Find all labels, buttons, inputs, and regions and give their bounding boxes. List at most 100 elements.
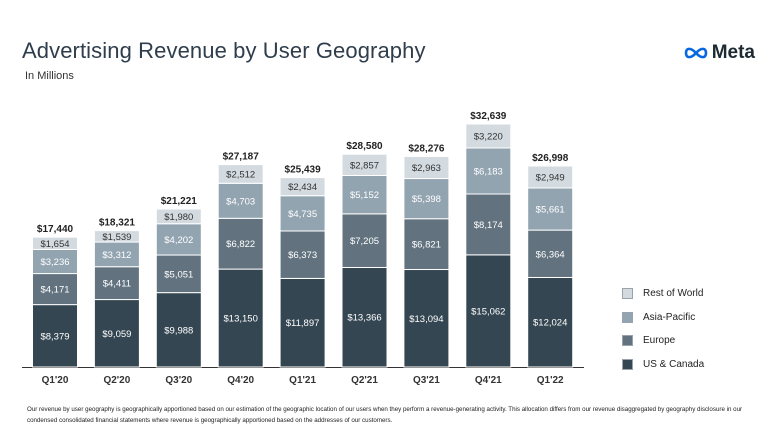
segment-label: $9,988 bbox=[164, 325, 193, 336]
segment-label: $4,171 bbox=[40, 285, 69, 296]
segment-label: $4,735 bbox=[288, 209, 317, 220]
total-label: $28,276 bbox=[408, 143, 445, 154]
segment-label: $2,857 bbox=[350, 160, 379, 171]
meta-logo: Meta bbox=[683, 42, 755, 64]
segment-label: $7,205 bbox=[350, 236, 379, 247]
legend-label-rest-of-world: Rest of World bbox=[643, 288, 704, 300]
bar-segment bbox=[527, 165, 574, 189]
segment-label: $3,236 bbox=[40, 257, 69, 268]
legend-item-asia-pacific: Asia-Pacific bbox=[622, 306, 704, 330]
meta-logo-text: Meta bbox=[711, 42, 755, 63]
bar-segment bbox=[155, 292, 202, 368]
segment-label: $6,364 bbox=[536, 249, 565, 260]
bar-segment bbox=[465, 193, 512, 256]
bar-segment bbox=[527, 187, 574, 231]
bar-segment bbox=[527, 276, 574, 368]
legend-swatch-us-canada bbox=[622, 358, 633, 370]
bar-segment bbox=[341, 213, 388, 268]
x-tick-label: Q2'21 bbox=[351, 375, 378, 386]
legend-swatch-europe bbox=[622, 335, 633, 347]
bar-segment bbox=[341, 266, 388, 368]
bar-segment bbox=[465, 123, 512, 149]
meta-infinity-icon bbox=[684, 47, 708, 59]
total-label: $17,440 bbox=[37, 224, 74, 235]
segment-label: $13,366 bbox=[347, 313, 381, 324]
bar-segment bbox=[465, 254, 512, 368]
segment-label: $5,152 bbox=[350, 190, 379, 201]
segment-label: $2,434 bbox=[288, 182, 317, 193]
x-tick-label: Q3'20 bbox=[165, 375, 192, 386]
x-tick-label: Q4'21 bbox=[475, 375, 502, 386]
total-label: $28,580 bbox=[346, 141, 383, 152]
bar-segment bbox=[279, 277, 326, 368]
segment-label: $8,174 bbox=[474, 220, 503, 231]
chart-title: Advertising Revenue by User Geography bbox=[22, 38, 426, 63]
x-tick-label: Q1'22 bbox=[537, 375, 564, 386]
bar-segment bbox=[217, 164, 264, 184]
segment-label: $3,220 bbox=[474, 131, 503, 142]
bar-segment bbox=[155, 208, 202, 225]
x-tick-label: Q4'20 bbox=[227, 375, 254, 386]
segment-label: $2,949 bbox=[536, 172, 565, 183]
total-label: $27,187 bbox=[223, 152, 260, 163]
bar-segment bbox=[93, 241, 140, 268]
x-tick-label: Q3'21 bbox=[413, 375, 440, 386]
bar-segment bbox=[93, 230, 140, 243]
segment-label: $6,373 bbox=[288, 250, 317, 261]
segment-label: $15,062 bbox=[471, 306, 505, 317]
legend-label-asia-pacific: Asia-Pacific bbox=[643, 311, 696, 323]
segment-label: $5,051 bbox=[164, 269, 193, 280]
segment-label: $8,379 bbox=[40, 331, 69, 342]
segment-label: $5,398 bbox=[412, 194, 441, 205]
bar-segment bbox=[93, 266, 140, 301]
bar-segment bbox=[155, 254, 202, 294]
bar-segment bbox=[403, 269, 450, 368]
bar-segment bbox=[341, 174, 388, 215]
segment-label: $9,059 bbox=[102, 329, 131, 340]
bar-segment bbox=[32, 236, 78, 250]
bar-segment bbox=[341, 153, 388, 176]
total-label: $32,639 bbox=[470, 111, 507, 122]
chart-legend: Rest of World Asia-Pacific Europe US & C… bbox=[622, 282, 704, 376]
segment-label: $5,661 bbox=[536, 205, 565, 216]
segment-label: $1,539 bbox=[102, 232, 131, 243]
legend-item-europe: Europe bbox=[622, 329, 704, 353]
segment-label: $4,411 bbox=[103, 279, 131, 290]
segment-label: $13,150 bbox=[224, 314, 258, 325]
segment-label: $1,654 bbox=[40, 239, 69, 250]
total-label: $18,321 bbox=[99, 218, 136, 229]
chart-subtitle: In Millions bbox=[25, 70, 74, 82]
total-label: $25,439 bbox=[285, 165, 322, 176]
footnote: Our revenue by user geography is geograp… bbox=[27, 406, 743, 424]
bar-segment bbox=[279, 177, 326, 197]
segment-label: $6,821 bbox=[412, 240, 441, 251]
segment-label: $12,024 bbox=[533, 318, 567, 329]
bar-segment bbox=[527, 229, 574, 278]
segment-label: $6,183 bbox=[474, 166, 503, 177]
bar-segment bbox=[403, 155, 450, 180]
bar-segment bbox=[93, 299, 140, 368]
bar-segment bbox=[32, 304, 78, 368]
bar-segment bbox=[32, 248, 78, 275]
x-tick-label: Q1'20 bbox=[42, 375, 69, 386]
legend-label-us-canada: US & Canada bbox=[643, 358, 705, 370]
bar-segment bbox=[279, 230, 326, 279]
total-label: $26,998 bbox=[532, 153, 569, 164]
segment-label: $2,963 bbox=[412, 163, 441, 174]
segment-label: $13,094 bbox=[409, 314, 443, 325]
segment-label: $6,822 bbox=[226, 239, 255, 250]
segment-label: $1,980 bbox=[164, 212, 193, 223]
bar-segment bbox=[217, 182, 264, 219]
bar-segment bbox=[217, 268, 264, 368]
bar-segment bbox=[403, 218, 450, 271]
segment-label: $11,897 bbox=[286, 318, 320, 329]
legend-item-rest-of-world: Rest of World bbox=[622, 282, 704, 306]
segment-label: $4,703 bbox=[226, 196, 255, 207]
x-tick-label: Q1'21 bbox=[289, 375, 316, 386]
x-tick-label: Q2'20 bbox=[103, 375, 130, 386]
segment-label: $2,512 bbox=[226, 169, 255, 180]
segment-label: $4,202 bbox=[164, 235, 193, 246]
bar-segment bbox=[155, 223, 202, 256]
total-label: $21,221 bbox=[161, 196, 198, 207]
